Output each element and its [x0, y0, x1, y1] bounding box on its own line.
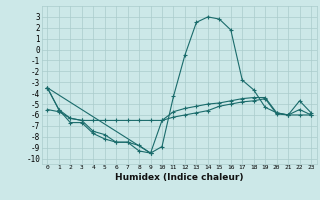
X-axis label: Humidex (Indice chaleur): Humidex (Indice chaleur): [115, 173, 244, 182]
